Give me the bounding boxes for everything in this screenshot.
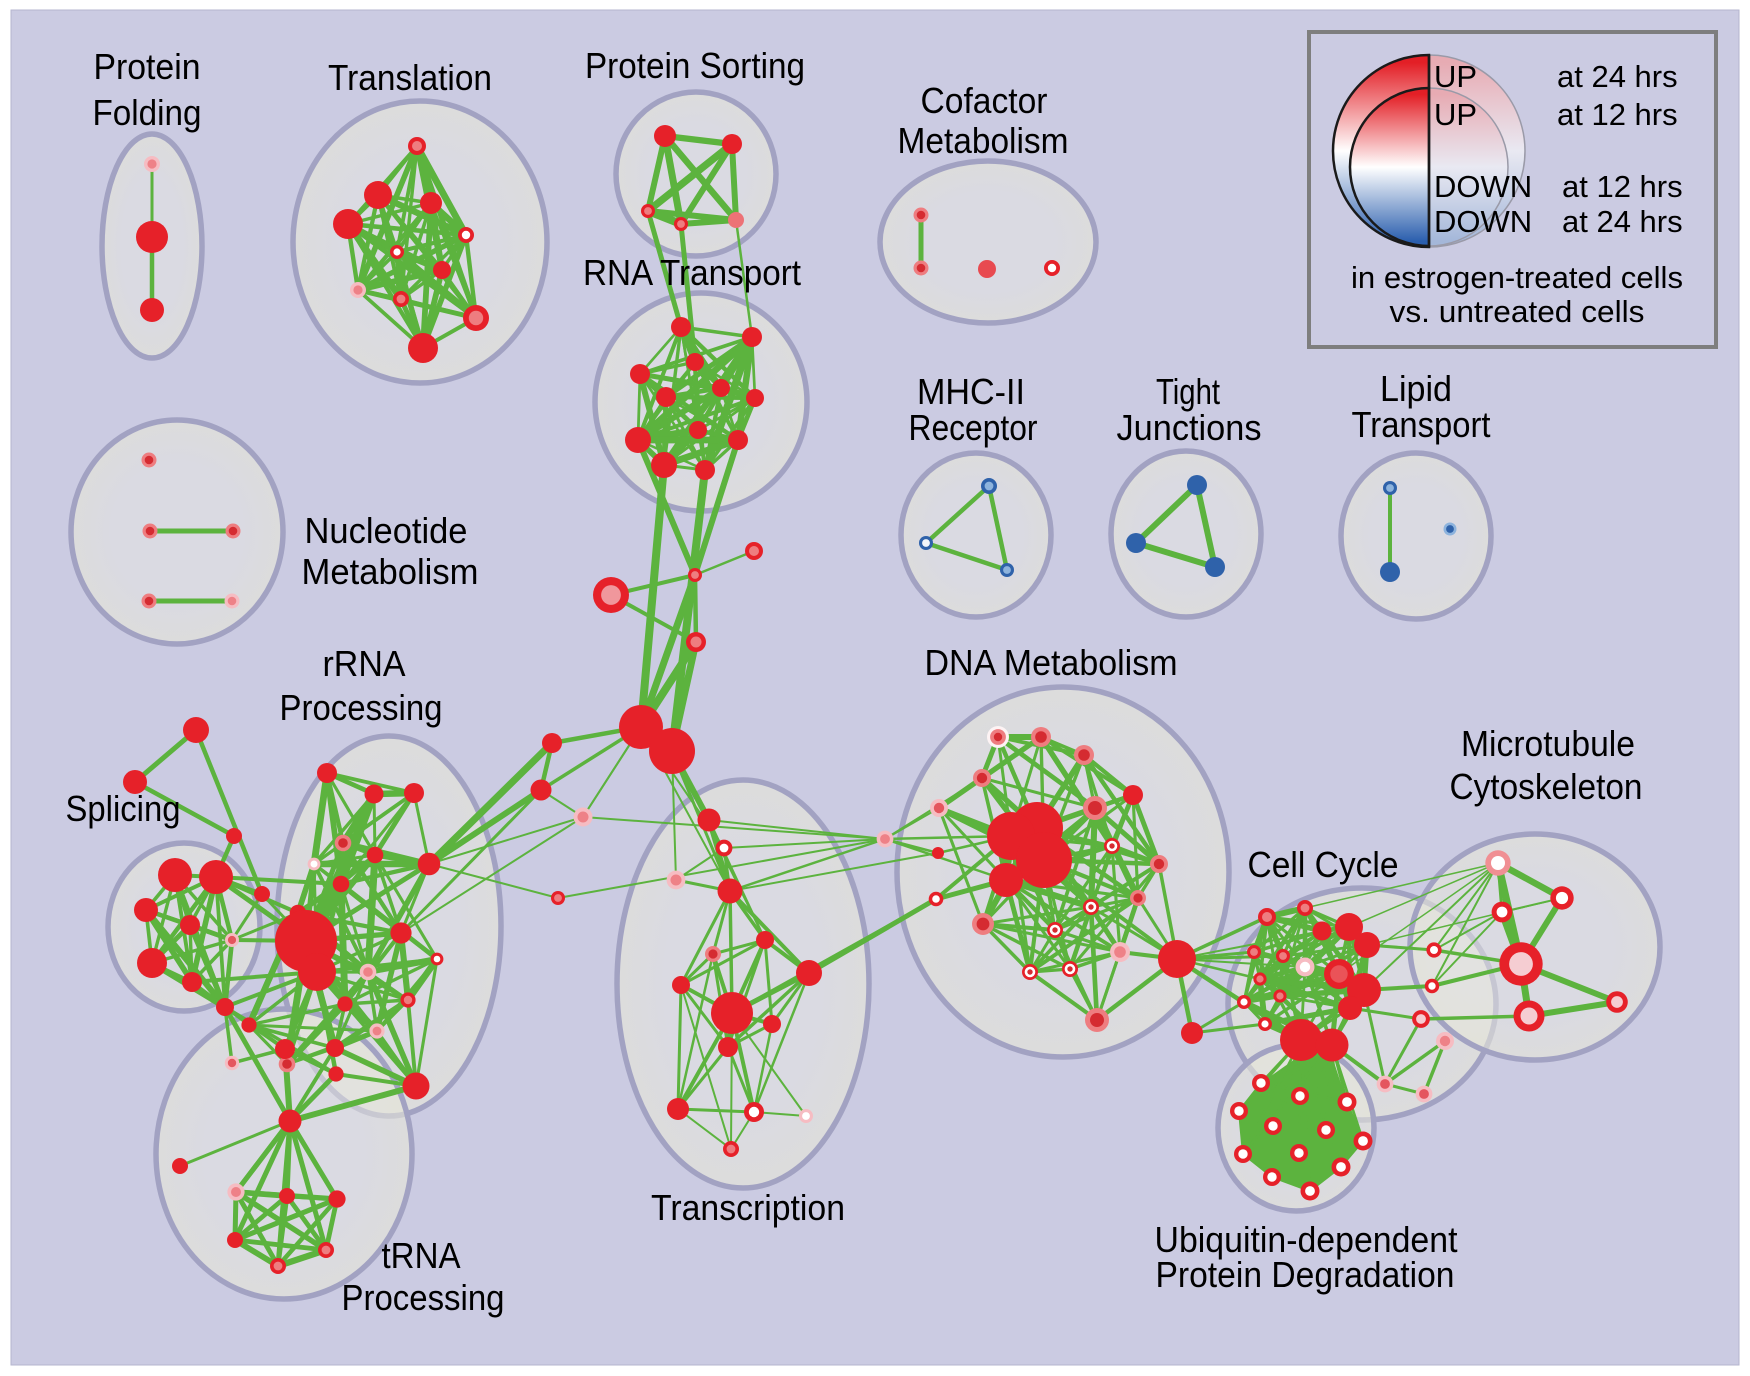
svg-text:Cytoskeleton: Cytoskeleton [1450,766,1643,807]
svg-text:vs. untreated cells: vs. untreated cells [1390,294,1645,329]
svg-text:Ubiquitin-dependent: Ubiquitin-dependent [1155,1219,1458,1260]
svg-text:Processing: Processing [280,687,443,728]
svg-text:UP: UP [1434,97,1477,132]
svg-text:Protein Sorting: Protein Sorting [585,45,805,86]
svg-text:in estrogen-treated cells: in estrogen-treated cells [1351,260,1683,295]
svg-text:tRNA: tRNA [382,1235,461,1276]
svg-text:at 24 hrs: at 24 hrs [1557,59,1678,94]
svg-text:Translation: Translation [328,57,492,98]
svg-text:at 12 hrs: at 12 hrs [1562,169,1683,204]
svg-text:Junctions: Junctions [1117,407,1262,448]
svg-text:Nucleotide: Nucleotide [305,510,468,551]
svg-text:Protein: Protein [94,46,201,87]
svg-text:DOWN: DOWN [1434,204,1532,239]
svg-text:Metabolism: Metabolism [898,120,1069,161]
svg-text:RNA Transport: RNA Transport [583,252,801,293]
svg-text:rRNA: rRNA [323,643,406,684]
svg-text:Metabolism: Metabolism [302,551,479,592]
svg-text:Transport: Transport [1352,404,1491,445]
svg-text:Splicing: Splicing [66,788,181,829]
svg-text:Processing: Processing [342,1277,505,1318]
svg-text:DNA Metabolism: DNA Metabolism [925,642,1178,683]
svg-text:MHC-II: MHC-II [917,371,1025,412]
svg-text:DOWN: DOWN [1434,169,1532,204]
svg-text:Cell Cycle: Cell Cycle [1248,844,1399,885]
svg-text:Protein Degradation: Protein Degradation [1156,1254,1455,1295]
svg-text:Tight: Tight [1156,371,1220,412]
svg-text:Receptor: Receptor [909,407,1038,448]
svg-text:UP: UP [1434,59,1477,94]
svg-text:Lipid: Lipid [1380,368,1452,409]
svg-text:Microtubule: Microtubule [1461,723,1635,764]
svg-text:Cofactor: Cofactor [921,80,1048,121]
svg-text:at 24 hrs: at 24 hrs [1562,204,1683,239]
svg-text:Transcription: Transcription [651,1187,845,1228]
svg-text:at 12 hrs: at 12 hrs [1557,97,1678,132]
svg-text:Folding: Folding [93,92,202,133]
